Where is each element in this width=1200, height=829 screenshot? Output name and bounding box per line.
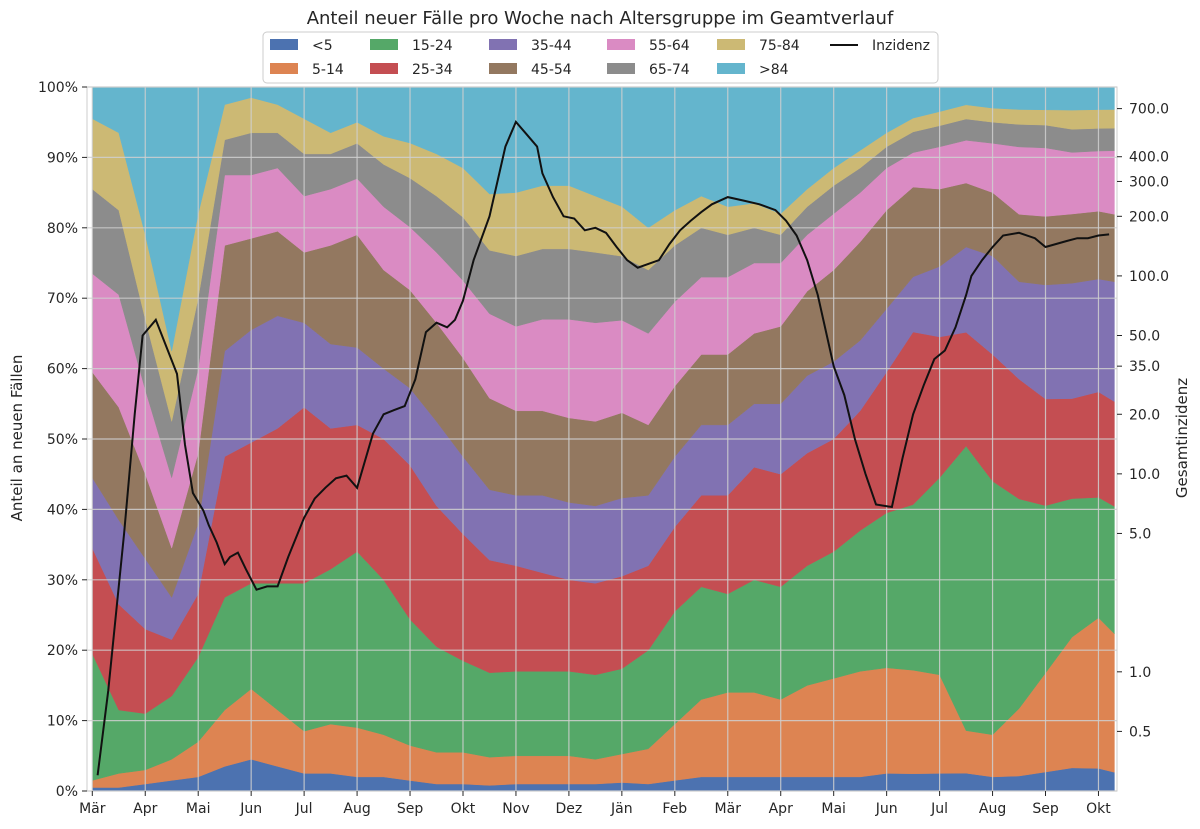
y-axis-title: Anteil an neuen Fällen <box>8 355 26 522</box>
legend-label-1: 5-14 <box>312 62 344 78</box>
legend-swatch-8 <box>717 39 745 50</box>
y2-tick-label-3: 10.0 <box>1129 467 1160 483</box>
legend-label-5: 45-54 <box>531 62 572 78</box>
y2-tick-label-2: 5.0 <box>1129 526 1151 542</box>
x-tick-label-0: Mär <box>79 801 106 817</box>
x-tick-label-18: Sep <box>1032 801 1059 817</box>
legend-label-7: 65-74 <box>649 62 690 78</box>
y2-tick-label-1: 1.0 <box>1129 665 1151 681</box>
y-tick-label-5: 50% <box>47 432 78 448</box>
y2-tick-label-0: 0.5 <box>1129 724 1151 740</box>
legend-label-8: 75-84 <box>759 38 800 54</box>
x-tick-label-17: Aug <box>979 801 1006 817</box>
x-tick-label-12: Mär <box>715 801 742 817</box>
legend: <5 5-14 15-24 25-34 35-44 45-54 55-64 65-74 75-8… <box>262 31 939 84</box>
x-tick-label-8: Nov <box>502 801 529 817</box>
y-tick-label-0: 0% <box>56 784 78 800</box>
legend-label-6: 55-64 <box>649 38 690 54</box>
y2-tick-label-6: 50.0 <box>1129 328 1160 344</box>
legend-label-10: Inzidenz <box>872 38 930 54</box>
x-tick-label-2: Mai <box>186 801 211 817</box>
plot-area <box>87 86 1117 792</box>
x-tick-label-15: Jun <box>875 801 898 817</box>
legend-label-3: 25-34 <box>412 62 453 78</box>
legend-label-4: 35-44 <box>531 38 572 54</box>
y-tick-label-9: 90% <box>47 150 78 166</box>
y-tick-label-8: 80% <box>47 221 78 237</box>
legend-items: <5 5-14 15-24 25-34 35-44 45-54 55-64 65-74 75-8… <box>270 38 930 78</box>
x-tick-label-4: Jul <box>295 801 313 817</box>
y2-axis-title: Gesamtinzidenz <box>1173 378 1191 498</box>
x-tick-label-11: Feb <box>662 801 687 817</box>
x-tick-label-16: Jul <box>930 801 948 817</box>
x-tick-label-6: Sep <box>397 801 424 817</box>
x-tick-label-1: Apr <box>133 801 157 817</box>
legend-swatch-2 <box>370 39 398 50</box>
x-tick-label-14: Mai <box>821 801 846 817</box>
x-axis-ticks: Mär Apr Mai Jun Jul Aug Sep Okt Nov Dez Jän Feb Mär A… <box>79 791 1111 817</box>
y-tick-label-3: 30% <box>47 573 78 589</box>
legend-label-0: <5 <box>312 38 333 54</box>
y2-tick-label-5: 35.0 <box>1129 359 1160 375</box>
y2-axis-ticks: 0.5 1.0 5.0 10.0 20.0 35.0 50.0 100.0 200.0 300.0… <box>1117 102 1169 740</box>
legend-box <box>262 31 939 84</box>
legend-swatch-6 <box>607 39 635 50</box>
y2-tick-label-7: 100.0 <box>1129 269 1169 285</box>
y-tick-label-4: 40% <box>47 502 78 518</box>
y2-tick-label-4: 20.0 <box>1129 407 1160 423</box>
stacked-areas <box>92 86 1115 792</box>
y-tick-label-1: 10% <box>47 714 78 730</box>
y2-tick-label-9: 300.0 <box>1129 174 1169 190</box>
x-tick-label-3: Jun <box>239 801 262 817</box>
legend-swatch-1 <box>270 63 298 74</box>
x-tick-label-5: Aug <box>343 801 370 817</box>
legend-swatch-7 <box>607 63 635 74</box>
legend-swatch-4 <box>489 39 517 50</box>
y2-tick-label-10: 400.0 <box>1129 150 1169 166</box>
y-tick-label-6: 60% <box>47 362 78 378</box>
legend-label-2: 15-24 <box>412 38 453 54</box>
x-tick-label-9: Dez <box>556 801 583 817</box>
y2-tick-label-8: 200.0 <box>1129 209 1169 225</box>
legend-label-9: >84 <box>759 62 789 78</box>
y2-tick-label-11: 700.0 <box>1129 102 1169 118</box>
legend-swatch-9 <box>717 63 745 74</box>
y-tick-label-2: 20% <box>47 643 78 659</box>
legend-swatch-5 <box>489 63 517 74</box>
y-tick-label-10: 100% <box>38 80 78 96</box>
x-tick-label-13: Apr <box>769 801 793 817</box>
x-tick-label-19: Okt <box>1086 801 1111 817</box>
x-tick-label-7: Okt <box>451 801 476 817</box>
x-tick-label-10: Jän <box>610 801 633 817</box>
y-tick-label-7: 70% <box>47 291 78 307</box>
legend-swatch-0 <box>270 39 298 50</box>
incidence-line <box>96 120 1110 776</box>
y-axis-ticks: 0% 10% 20% 30% 40% 50% 60% 70% 80% 90% 100% <box>38 80 87 800</box>
legend-swatch-3 <box>370 63 398 74</box>
chart-title: Anteil neuer Fälle pro Woche nach Alters… <box>307 8 894 29</box>
